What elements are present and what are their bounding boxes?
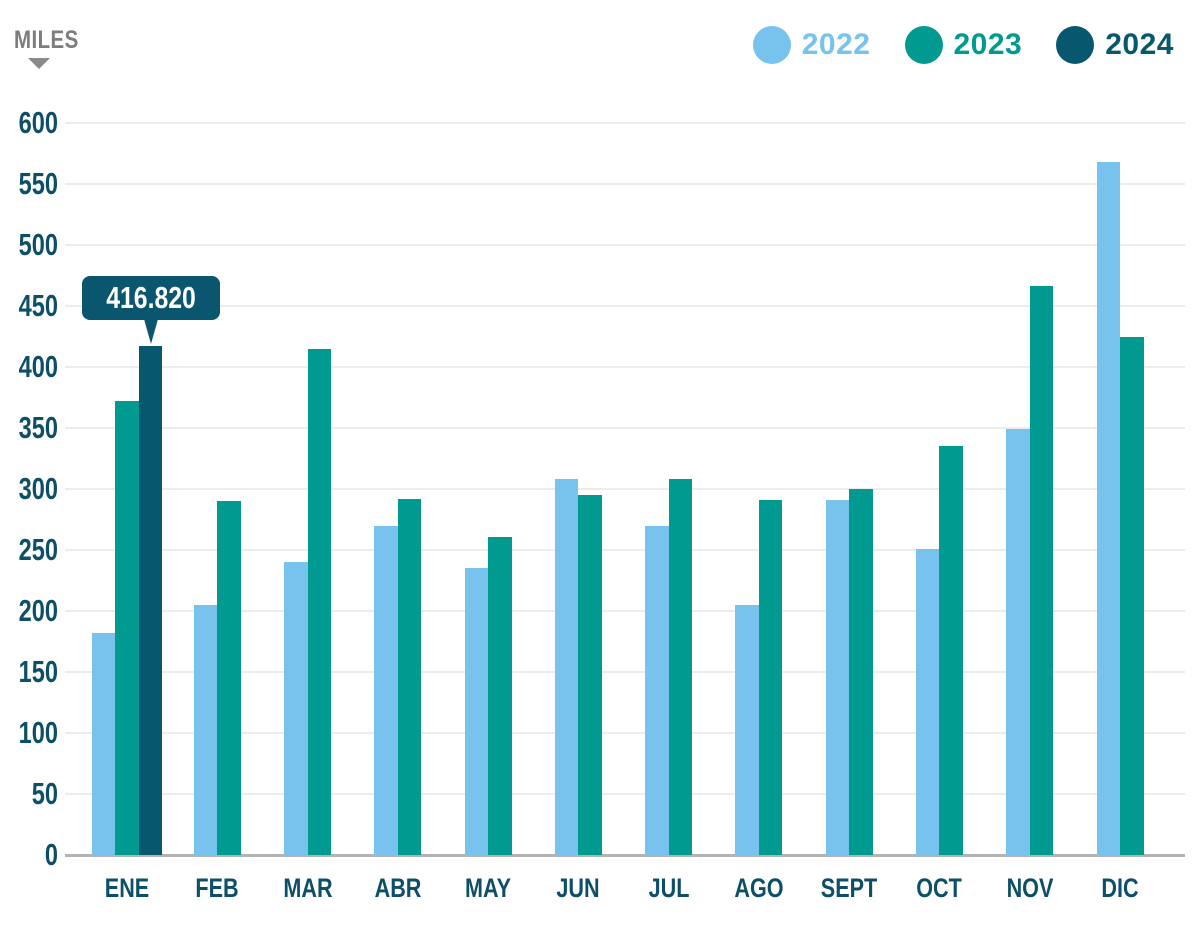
- arrow-down-icon: [28, 58, 50, 69]
- bar-feb-2022[interactable]: [193, 604, 218, 855]
- gridline: [65, 305, 1185, 307]
- y-tick-label-400: 400: [18, 349, 58, 384]
- y-tick-label-100: 100: [18, 715, 58, 750]
- x-tick-label-ene: ENE: [104, 873, 150, 903]
- gridline: [65, 549, 1185, 551]
- legend-label: 2023: [953, 28, 1023, 61]
- gridline: [65, 671, 1185, 673]
- bar-may-2023[interactable]: [488, 536, 512, 855]
- x-tick-label-oct: OCT: [916, 873, 963, 903]
- x-tick-label-jul: JUL: [648, 873, 690, 903]
- gridline: [65, 366, 1185, 368]
- gridline: [65, 732, 1185, 734]
- legend-item-2022[interactable]: 2022: [752, 26, 871, 64]
- x-tick-label-mar: MAR: [282, 873, 333, 903]
- x-tick-label-jun: JUN: [556, 873, 600, 903]
- x-tick-label-feb: FEB: [195, 873, 239, 903]
- value-tooltip: 416.820: [81, 276, 220, 345]
- x-tick-label-ago: AGO: [734, 873, 784, 903]
- gridline: [65, 793, 1185, 795]
- bar-mar-2023[interactable]: [307, 348, 332, 855]
- bar-abr-2023[interactable]: [397, 498, 422, 855]
- x-tick-label-nov: NOV: [1006, 873, 1054, 903]
- legend-item-2024[interactable]: 2024: [1056, 26, 1174, 64]
- bar-oct-2023[interactable]: [939, 446, 963, 855]
- y-tick-label-450: 450: [18, 288, 58, 323]
- bar-mar-2022[interactable]: [284, 562, 308, 855]
- tooltip-bubble: 416.820: [81, 276, 220, 321]
- legend-item-2023[interactable]: 2023: [904, 26, 1023, 64]
- bar-jun-2023[interactable]: [578, 495, 602, 855]
- y-tick-label-200: 200: [18, 593, 58, 628]
- x-tick-label-sept: SEPT: [820, 873, 878, 903]
- y-tick-label-150: 150: [18, 654, 58, 689]
- y-tick-label-50: 50: [31, 776, 58, 811]
- y-tick-label-550: 550: [18, 166, 58, 201]
- bar-sept-2022[interactable]: [825, 499, 850, 855]
- gridline: [65, 183, 1185, 185]
- y-tick-label-300: 300: [18, 471, 58, 506]
- gridline: [65, 610, 1185, 612]
- bar-may-2022[interactable]: [464, 568, 489, 855]
- x-tick-label-abr: ABR: [374, 873, 422, 903]
- y-tick-label-250: 250: [18, 532, 58, 567]
- y-tick-label-350: 350: [18, 410, 58, 445]
- y-tick-label-600: 600: [18, 105, 58, 140]
- bar-ago-2022[interactable]: [735, 604, 759, 855]
- legend-label: 2022: [801, 28, 871, 61]
- bar-nov-2022[interactable]: [1006, 429, 1030, 855]
- bar-abr-2022[interactable]: [374, 525, 398, 855]
- bar-oct-2022[interactable]: [915, 548, 940, 855]
- y-axis-unit-label: MILES: [14, 26, 79, 54]
- y-tick-label-0: 0: [44, 837, 58, 872]
- bar-ene-2023[interactable]: [115, 401, 139, 855]
- bar-nov-2023[interactable]: [1029, 286, 1054, 855]
- x-axis-baseline: [65, 854, 1185, 857]
- gridline: [65, 244, 1185, 246]
- legend-swatch-icon: [1056, 26, 1095, 64]
- bar-jul-2023[interactable]: [668, 479, 693, 855]
- gridline: [65, 122, 1185, 124]
- gridline: [65, 427, 1185, 429]
- x-tick-label-dic: DIC: [1101, 873, 1139, 903]
- tooltip-pointer-icon: [143, 319, 158, 345]
- bar-feb-2023[interactable]: [217, 501, 241, 855]
- x-tick-label-may: MAY: [465, 873, 512, 903]
- bar-jul-2022[interactable]: [645, 525, 669, 855]
- y-axis-unit: MILES: [14, 26, 134, 69]
- bar-ene-2022[interactable]: [91, 632, 116, 855]
- bar-ago-2023[interactable]: [758, 499, 783, 855]
- tooltip-value: 416.820: [105, 280, 196, 316]
- bar-dic-2022[interactable]: [1096, 162, 1120, 855]
- legend-swatch-icon: [904, 26, 943, 64]
- bar-ene-2024[interactable]: [138, 346, 163, 855]
- bar-sept-2023[interactable]: [849, 489, 873, 855]
- gridline: [65, 488, 1185, 490]
- bar-dic-2023[interactable]: [1120, 336, 1144, 855]
- legend-label: 2024: [1105, 28, 1174, 61]
- legend-swatch-icon: [752, 26, 791, 64]
- legend: 2022 2023 2024: [752, 26, 1174, 64]
- bar-jun-2022[interactable]: [554, 479, 579, 855]
- y-tick-label-500: 500: [18, 227, 58, 262]
